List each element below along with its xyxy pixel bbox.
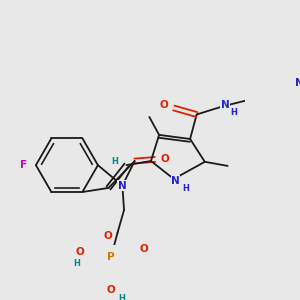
Text: O: O <box>76 247 84 256</box>
Text: H: H <box>231 108 238 117</box>
Text: H: H <box>112 157 118 166</box>
Text: H: H <box>118 294 125 300</box>
Text: O: O <box>160 154 169 164</box>
Text: N: N <box>221 100 230 110</box>
Text: O: O <box>106 285 115 295</box>
Text: N: N <box>118 181 127 190</box>
Text: F: F <box>20 160 27 170</box>
Text: P: P <box>107 252 115 262</box>
Text: H: H <box>182 184 189 193</box>
Text: N: N <box>171 176 180 186</box>
Text: H: H <box>73 259 80 268</box>
Text: O: O <box>139 244 148 254</box>
Text: N: N <box>295 79 300 88</box>
Text: O: O <box>103 231 112 241</box>
Text: O: O <box>160 100 168 110</box>
